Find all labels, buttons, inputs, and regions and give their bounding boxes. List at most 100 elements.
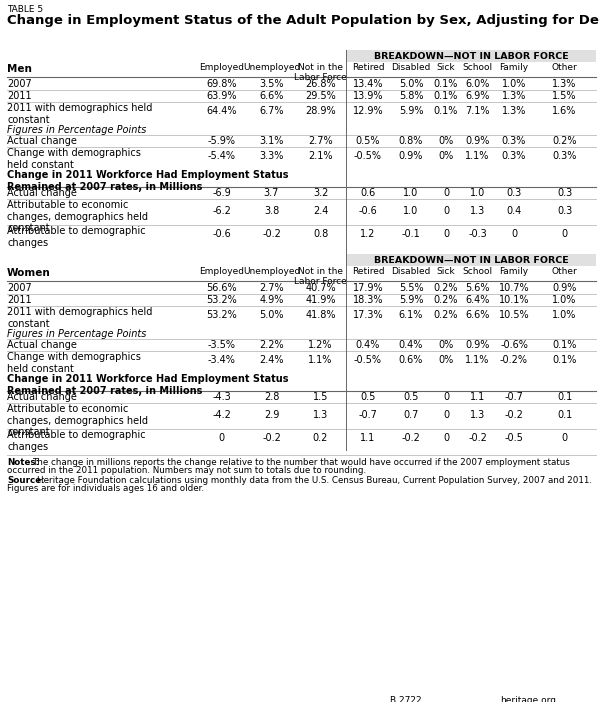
Text: 0.9%: 0.9% xyxy=(466,340,490,350)
Text: 41.9%: 41.9% xyxy=(305,295,336,305)
Text: 29.5%: 29.5% xyxy=(305,91,336,101)
Text: 7.1%: 7.1% xyxy=(465,106,490,116)
Text: 13.4%: 13.4% xyxy=(353,79,383,89)
Text: 1.3: 1.3 xyxy=(313,410,328,420)
Text: -4.2: -4.2 xyxy=(212,410,231,420)
Text: 0: 0 xyxy=(443,433,449,443)
Text: Employed: Employed xyxy=(199,267,244,276)
Text: 3.1%: 3.1% xyxy=(259,136,284,146)
Text: Change with demographics
held constant: Change with demographics held constant xyxy=(7,352,141,373)
Text: Attributable to economic
changes, demographics held
constant: Attributable to economic changes, demogr… xyxy=(7,200,148,233)
Text: 13.9%: 13.9% xyxy=(353,91,383,101)
Text: 0.5%: 0.5% xyxy=(356,136,380,146)
Text: 0.2%: 0.2% xyxy=(434,283,458,293)
Text: Retired: Retired xyxy=(352,267,385,276)
Text: 0.2: 0.2 xyxy=(313,433,328,443)
Text: 0.4%: 0.4% xyxy=(356,340,380,350)
Text: 0.9%: 0.9% xyxy=(466,136,490,146)
Text: 2.1%: 2.1% xyxy=(308,151,333,161)
Text: 0.1%: 0.1% xyxy=(434,79,458,89)
Text: Retired: Retired xyxy=(352,63,385,72)
Text: -3.4%: -3.4% xyxy=(208,355,235,365)
Text: Unemployed: Unemployed xyxy=(243,63,300,72)
Text: 6.6%: 6.6% xyxy=(466,310,490,320)
Text: 0.3: 0.3 xyxy=(506,188,521,198)
Text: Actual change: Actual change xyxy=(7,136,77,146)
Text: Notes:: Notes: xyxy=(7,458,39,467)
Text: 40.7%: 40.7% xyxy=(305,283,336,293)
Text: 1.0: 1.0 xyxy=(403,206,419,216)
Text: 1.0%: 1.0% xyxy=(553,310,577,320)
Text: 1.5%: 1.5% xyxy=(552,91,577,101)
Text: -3.5%: -3.5% xyxy=(208,340,235,350)
Text: Disabled: Disabled xyxy=(391,267,431,276)
Text: The change in millions reports the change relative to the number that would have: The change in millions reports the chang… xyxy=(32,458,570,467)
Text: 6.7%: 6.7% xyxy=(259,106,284,116)
Text: -6.9: -6.9 xyxy=(212,188,231,198)
Bar xyxy=(346,50,596,62)
Text: 0.4%: 0.4% xyxy=(399,340,423,350)
Text: 0: 0 xyxy=(218,433,224,443)
Text: 1.1: 1.1 xyxy=(470,392,485,402)
Text: B 2722: B 2722 xyxy=(390,696,422,702)
Text: 0.3%: 0.3% xyxy=(502,151,526,161)
Text: 5.6%: 5.6% xyxy=(465,283,490,293)
Text: 2007: 2007 xyxy=(7,79,32,89)
Text: 18.3%: 18.3% xyxy=(353,295,383,305)
Text: Sick: Sick xyxy=(437,267,455,276)
Text: 2.4: 2.4 xyxy=(313,206,328,216)
Text: 6.6%: 6.6% xyxy=(259,91,284,101)
Text: 63.9%: 63.9% xyxy=(206,91,237,101)
Text: Figures are for individuals ages 16 and older.: Figures are for individuals ages 16 and … xyxy=(7,484,204,493)
Text: 0.8: 0.8 xyxy=(313,229,328,239)
Text: 0.1%: 0.1% xyxy=(553,340,577,350)
Text: School: School xyxy=(463,63,493,72)
Text: 3.3%: 3.3% xyxy=(259,151,284,161)
Text: 2007: 2007 xyxy=(7,283,32,293)
Text: Men: Men xyxy=(7,64,32,74)
Text: Actual change: Actual change xyxy=(7,340,77,350)
Text: 0.1%: 0.1% xyxy=(434,91,458,101)
Text: 10.1%: 10.1% xyxy=(499,295,529,305)
Text: -0.1: -0.1 xyxy=(401,229,421,239)
Text: -5.4%: -5.4% xyxy=(208,151,235,161)
Text: 1.3%: 1.3% xyxy=(502,91,526,101)
Text: 10.5%: 10.5% xyxy=(499,310,529,320)
Text: 2.4%: 2.4% xyxy=(259,355,284,365)
Text: 2.7%: 2.7% xyxy=(259,283,284,293)
Text: Actual change: Actual change xyxy=(7,188,77,198)
Text: 12.9%: 12.9% xyxy=(353,106,383,116)
Text: 0.1: 0.1 xyxy=(557,410,572,420)
Text: Heritage Foundation calculations using monthly data from the U.S. Census Bureau,: Heritage Foundation calculations using m… xyxy=(37,476,592,485)
Text: -0.5%: -0.5% xyxy=(354,151,382,161)
Text: 0%: 0% xyxy=(439,151,454,161)
Text: 1.0%: 1.0% xyxy=(553,295,577,305)
Text: -0.7: -0.7 xyxy=(359,410,377,420)
Text: 5.5%: 5.5% xyxy=(398,283,424,293)
Text: 2011 with demographics held
constant: 2011 with demographics held constant xyxy=(7,103,152,124)
Text: occurred in the 2011 population. Numbers may not sum to totals due to rounding.: occurred in the 2011 population. Numbers… xyxy=(7,466,366,475)
Text: -0.2%: -0.2% xyxy=(500,355,528,365)
Text: 0.5: 0.5 xyxy=(361,392,376,402)
Text: 53.2%: 53.2% xyxy=(206,310,237,320)
Text: 1.1%: 1.1% xyxy=(308,355,332,365)
Text: 0.2%: 0.2% xyxy=(434,310,458,320)
Text: -5.9%: -5.9% xyxy=(208,136,235,146)
Text: 2011 with demographics held
constant: 2011 with demographics held constant xyxy=(7,307,152,329)
Text: 28.9%: 28.9% xyxy=(305,106,336,116)
Text: 0: 0 xyxy=(511,229,517,239)
Text: 2.7%: 2.7% xyxy=(308,136,333,146)
Text: 0.4: 0.4 xyxy=(506,206,521,216)
Text: Figures in Percentage Points: Figures in Percentage Points xyxy=(7,125,146,135)
Text: 1.2: 1.2 xyxy=(361,229,376,239)
Text: Change with demographics
held constant: Change with demographics held constant xyxy=(7,148,141,170)
Text: -0.3: -0.3 xyxy=(468,229,487,239)
Text: 0.2%: 0.2% xyxy=(552,136,577,146)
Text: 5.9%: 5.9% xyxy=(399,106,423,116)
Text: 56.6%: 56.6% xyxy=(206,283,237,293)
Text: Family: Family xyxy=(499,63,529,72)
Text: 2.9: 2.9 xyxy=(264,410,279,420)
Text: 0%: 0% xyxy=(439,340,454,350)
Text: Figures in Percentage Points: Figures in Percentage Points xyxy=(7,329,146,339)
Text: 6.0%: 6.0% xyxy=(466,79,490,89)
